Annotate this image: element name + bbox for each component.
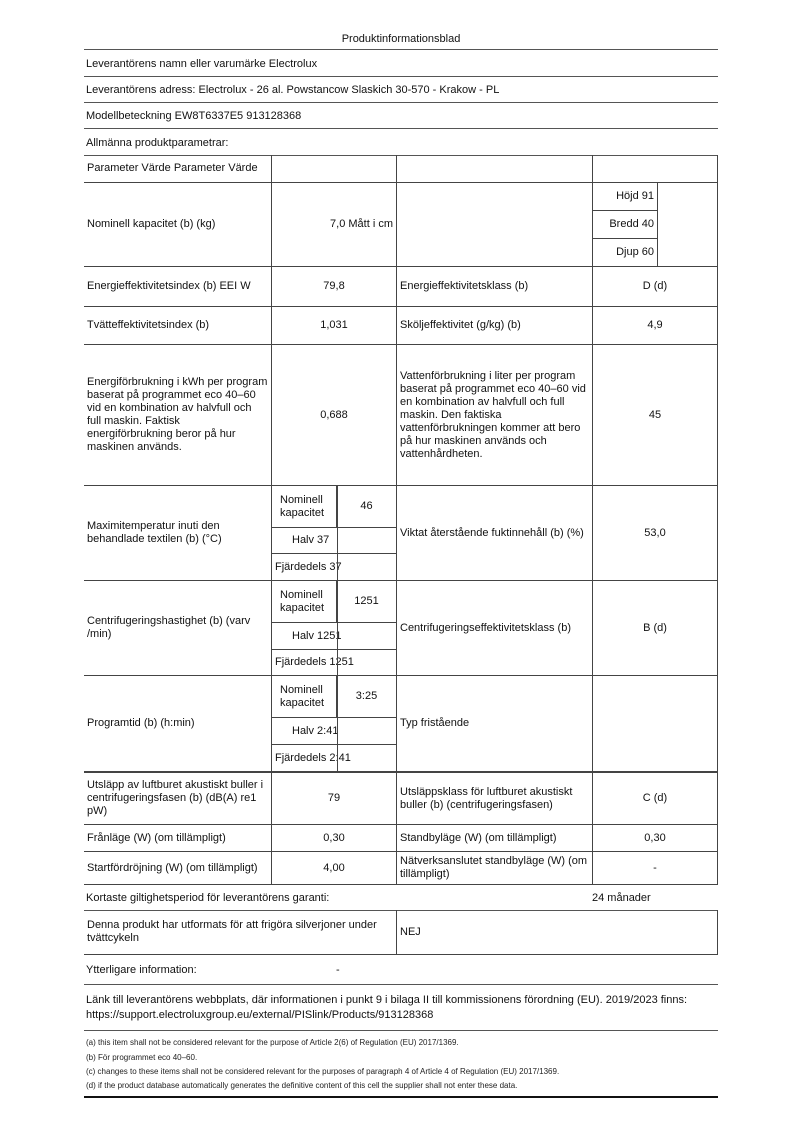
- model-identifier: Modellbeteckning EW8T6337E5 913128368: [86, 110, 302, 122]
- eei-label: Energieffektivitetsindex (b) EEI W: [84, 267, 272, 307]
- rinse-value: 4,9: [593, 307, 718, 345]
- network-standby-value: -: [593, 852, 718, 885]
- water-consumption-label: Vattenförbrukning i liter per program ba…: [397, 345, 593, 486]
- footnote-b: (b) För programmet eco 40–60.: [86, 1053, 198, 1062]
- divider: [84, 76, 718, 77]
- time-quarter: Fjärdedels 2:41: [272, 745, 397, 772]
- capacity-value: 7,0 Mått i cm: [272, 183, 397, 267]
- delay-start-value: 4,00: [272, 852, 397, 885]
- spin-class-value: B (d): [593, 581, 718, 676]
- standby-label: Standbyläge (W) (om tillämpligt): [397, 825, 593, 852]
- standby-value: 0,30: [593, 825, 718, 852]
- network-standby-label: Nätverksanslutet standbyläge (W) (om til…: [397, 852, 593, 885]
- supplier-address: Leverantörens adress: Electrolux - 26 al…: [86, 84, 500, 96]
- time-half: Halv 2:41: [272, 718, 397, 745]
- type-label: Typ fristående: [397, 676, 593, 772]
- bottom-rule: [84, 1096, 718, 1098]
- divider: [84, 49, 718, 50]
- dimensions-cell: [593, 183, 718, 267]
- footnote-d: (d) if the product database automaticall…: [86, 1081, 518, 1090]
- supplier-name: Leverantörens namn eller varumärke Elect…: [86, 58, 318, 70]
- spin-nominal-value: 1251: [337, 581, 397, 623]
- silver-ions-value: NEJ: [397, 910, 718, 955]
- spin-nominal-label: Nominell kapacitet: [272, 581, 337, 623]
- empty-cell: [397, 183, 593, 267]
- height-value: Höjd 91: [593, 183, 658, 211]
- divider: [337, 486, 338, 581]
- noise-class-label: Utsläppsklass för luftburet akustiskt bu…: [397, 772, 593, 825]
- header-cell-empty: [272, 155, 397, 183]
- temp-nominal-value: 46: [337, 486, 397, 528]
- rinse-label: Sköljeffektivitet (g/kg) (b): [397, 307, 593, 345]
- depth-value: Djup 60: [593, 239, 658, 266]
- divider: [84, 128, 718, 129]
- divider: [84, 155, 718, 156]
- program-time-label: Programtid (b) (h:min): [84, 676, 272, 772]
- divider: [84, 102, 718, 103]
- header-cell-empty: [397, 155, 593, 183]
- noise-label: Utsläpp av luftburet akustiskt buller i …: [84, 772, 272, 825]
- moisture-label: Viktat återstående fuktinnehåll (b) (%): [397, 486, 593, 581]
- energy-class-label: Energieffektivitetsklass (b): [397, 267, 593, 307]
- delay-start-label: Startfördröjning (W) (om tillämpligt): [84, 852, 272, 885]
- general-params-heading: Allmänna produktparametrar:: [86, 137, 229, 149]
- footnote-a: (a) this item shall not be considered re…: [86, 1038, 459, 1047]
- wash-index-value: 1,031: [272, 307, 397, 345]
- off-mode-value: 0,30: [272, 825, 397, 852]
- header-cell: Parameter Värde Parameter Värde: [84, 155, 272, 183]
- max-temp-label: Maximitemperatur inuti den behandlade te…: [84, 486, 272, 581]
- divider: [84, 1030, 718, 1031]
- empty-cell: [593, 676, 718, 772]
- additional-info-value: -: [336, 964, 340, 976]
- noise-class-value: C (d): [593, 772, 718, 825]
- divider: [84, 984, 718, 985]
- wash-index-label: Tvätteffektivitetsindex (b): [84, 307, 272, 345]
- silver-ions-label: Denna produkt har utformats för att frig…: [84, 910, 397, 955]
- width-value: Bredd 40: [593, 211, 658, 239]
- divider: [337, 676, 338, 772]
- footnote-c: (c) changes to these items shall not be …: [86, 1067, 560, 1076]
- off-mode-label: Frånläge (W) (om tillämpligt): [84, 825, 272, 852]
- supplier-website-link[interactable]: Länk till leverantörens webbplats, där i…: [86, 994, 688, 1021]
- temp-nominal-label: Nominell kapacitet: [272, 486, 337, 528]
- spin-class-label: Centrifugeringseffektivitetsklass (b): [397, 581, 593, 676]
- header-cell-empty: [593, 155, 718, 183]
- water-consumption-value: 45: [593, 345, 718, 486]
- divider: [84, 910, 718, 911]
- energy-class-value: D (d): [593, 267, 718, 307]
- spin-half: Halv 1251: [272, 623, 397, 650]
- energy-consumption-label: Energiförbrukning i kWh per program base…: [84, 345, 272, 486]
- time-nominal-label: Nominell kapacitet: [272, 676, 337, 718]
- energy-consumption-value: 0,688: [272, 345, 397, 486]
- eei-value: 79,8: [272, 267, 397, 307]
- spin-quarter: Fjärdedels 1251: [272, 650, 397, 676]
- temp-half: Halv 37: [272, 528, 397, 554]
- divider: [337, 581, 338, 676]
- document-title: Produktinformationsblad: [341, 33, 461, 45]
- temp-quarter: Fjärdedels 37: [272, 554, 397, 581]
- warranty-value: 24 månader: [592, 892, 651, 904]
- spin-speed-label: Centrifugeringshastighet (b) (varv /min): [84, 581, 272, 676]
- capacity-label: Nominell kapacitet (b) (kg): [84, 183, 272, 267]
- time-nominal-value: 3:25: [337, 676, 397, 718]
- noise-value: 79: [272, 772, 397, 825]
- warranty-label: Kortaste giltighetsperiod för leverantör…: [86, 892, 330, 904]
- additional-info-label: Ytterligare information:: [86, 964, 197, 976]
- moisture-value: 53,0: [593, 486, 718, 581]
